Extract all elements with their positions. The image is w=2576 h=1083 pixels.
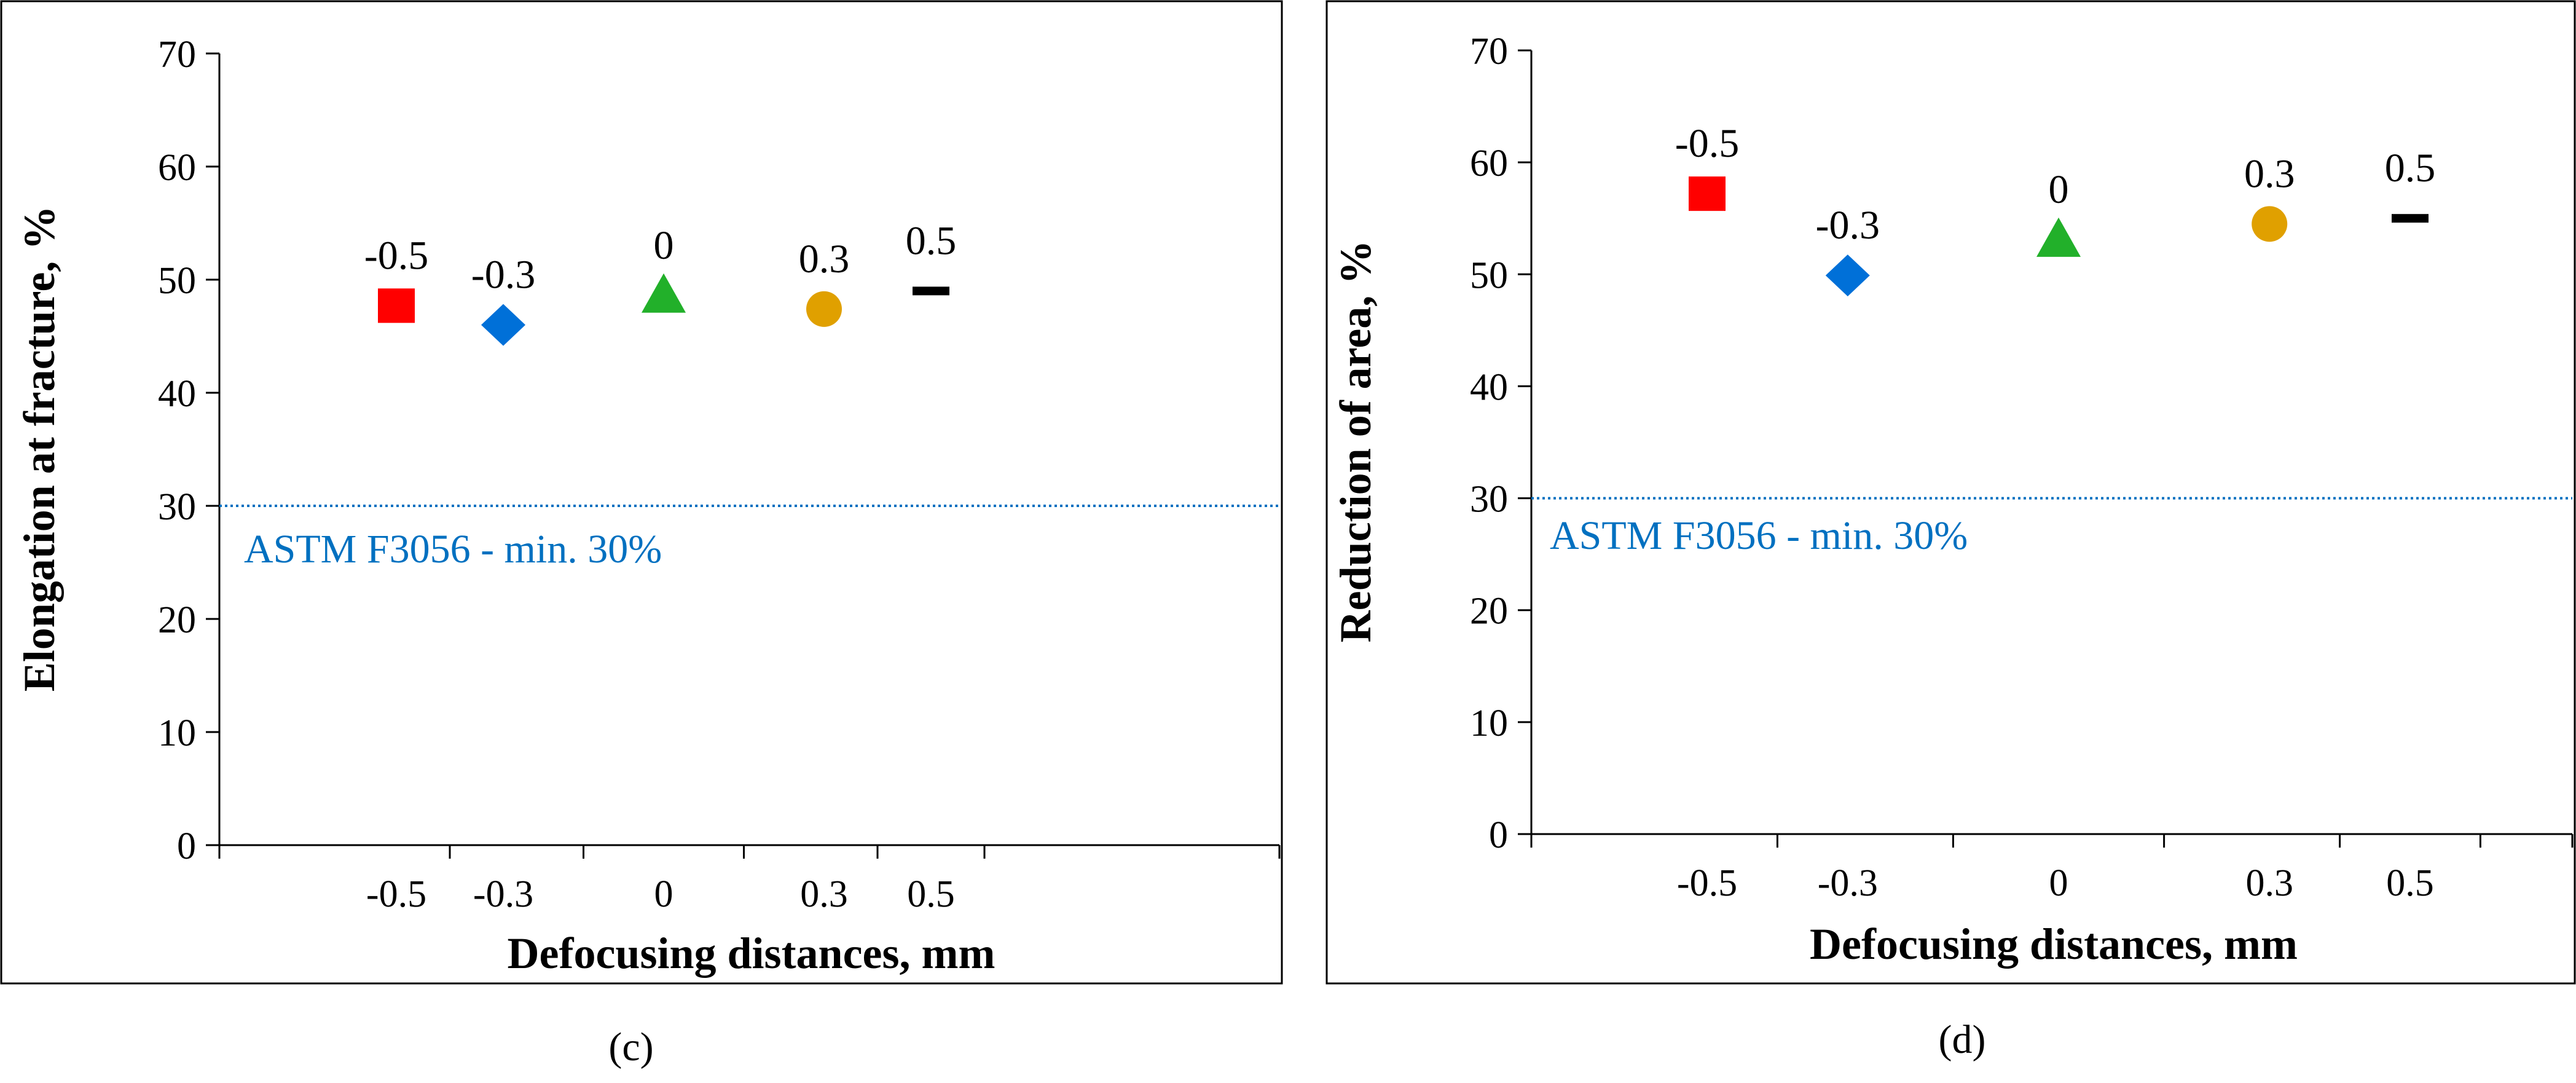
data-label: 0.3 [799,237,850,282]
x-tick-label: -0.3 [473,873,533,915]
data-label: -0.3 [471,253,535,297]
panel-d: 0 10 20 30 40 50 60 70 -0.5 -0.3 0 0.3 0.5 ASTM F3056… [1325,0,2576,1062]
panel-label: (c) [608,1025,653,1069]
y-tick-label: 30 [158,486,196,528]
data-label: -0.3 [1816,203,1880,248]
y-tick-label: 50 [158,260,196,302]
x-tick-label: -0.5 [1677,862,1737,904]
y-tick-label: 40 [1470,366,1508,408]
marker-circle [2252,206,2288,242]
data-label: -0.5 [1675,121,1739,166]
marker-triangle [642,273,686,313]
x-axis-title: Defocusing distances, mm [508,929,995,978]
marker-square [378,288,415,323]
x-tick-label: 0 [654,873,673,915]
data-label: 0 [654,223,674,268]
x-tick-label: 0.5 [2386,862,2434,904]
marker-diamond [481,304,525,346]
y-tick-label: 70 [158,34,196,76]
panel-frame [1325,0,2576,985]
x-axis-title: Defocusing distances, mm [1810,920,2298,969]
x-tick-label: 0.3 [800,873,848,915]
marker-dash [913,286,949,296]
y-axis-title: Elongation at fracture, % [15,206,64,692]
y-tick-label: 50 [1470,254,1508,296]
y-tick-label: 60 [1470,143,1508,184]
panel-frame [0,0,1283,985]
data-label: 0.5 [2385,146,2436,191]
reference-line-label: ASTM F3056 - min. 30% [1550,513,1968,558]
data-label: 0.3 [2244,151,2295,196]
y-tick-label: 40 [158,373,196,415]
marker-diamond [1825,254,1870,297]
marker-square [1689,176,1726,211]
x-tick-label: -0.3 [1818,862,1878,904]
marker-dash [2392,214,2429,223]
y-tick-label: 0 [1489,814,1508,856]
x-tick-label: 0 [2049,862,2068,904]
y-tick-label: 0 [177,825,196,867]
y-tick-label: 20 [158,599,196,641]
reference-line-label: ASTM F3056 - min. 30% [244,527,662,572]
data-label: 0.5 [906,218,957,263]
x-tick-label: 0.3 [2245,862,2293,904]
y-tick-label: 60 [158,147,196,189]
marker-circle [806,291,842,327]
y-axis-title: Reduction of area, % [1331,240,1380,643]
panel-c: 0 10 20 30 40 50 60 70 -0.5 -0.3 0 0.3 0.5 ASTM F3056… [0,0,1283,1069]
y-tick-label: 30 [1470,479,1508,521]
data-label: 0 [2049,167,2069,212]
panel-label: (d) [1939,1017,1986,1062]
y-tick-label: 10 [158,712,196,754]
y-tick-label: 70 [1470,31,1508,73]
data-label: -0.5 [364,233,428,278]
x-tick-label: -0.5 [366,873,426,915]
y-tick-label: 20 [1470,591,1508,632]
marker-triangle [2036,217,2081,257]
x-tick-label: 0.5 [907,873,955,915]
y-tick-label: 10 [1470,703,1508,744]
